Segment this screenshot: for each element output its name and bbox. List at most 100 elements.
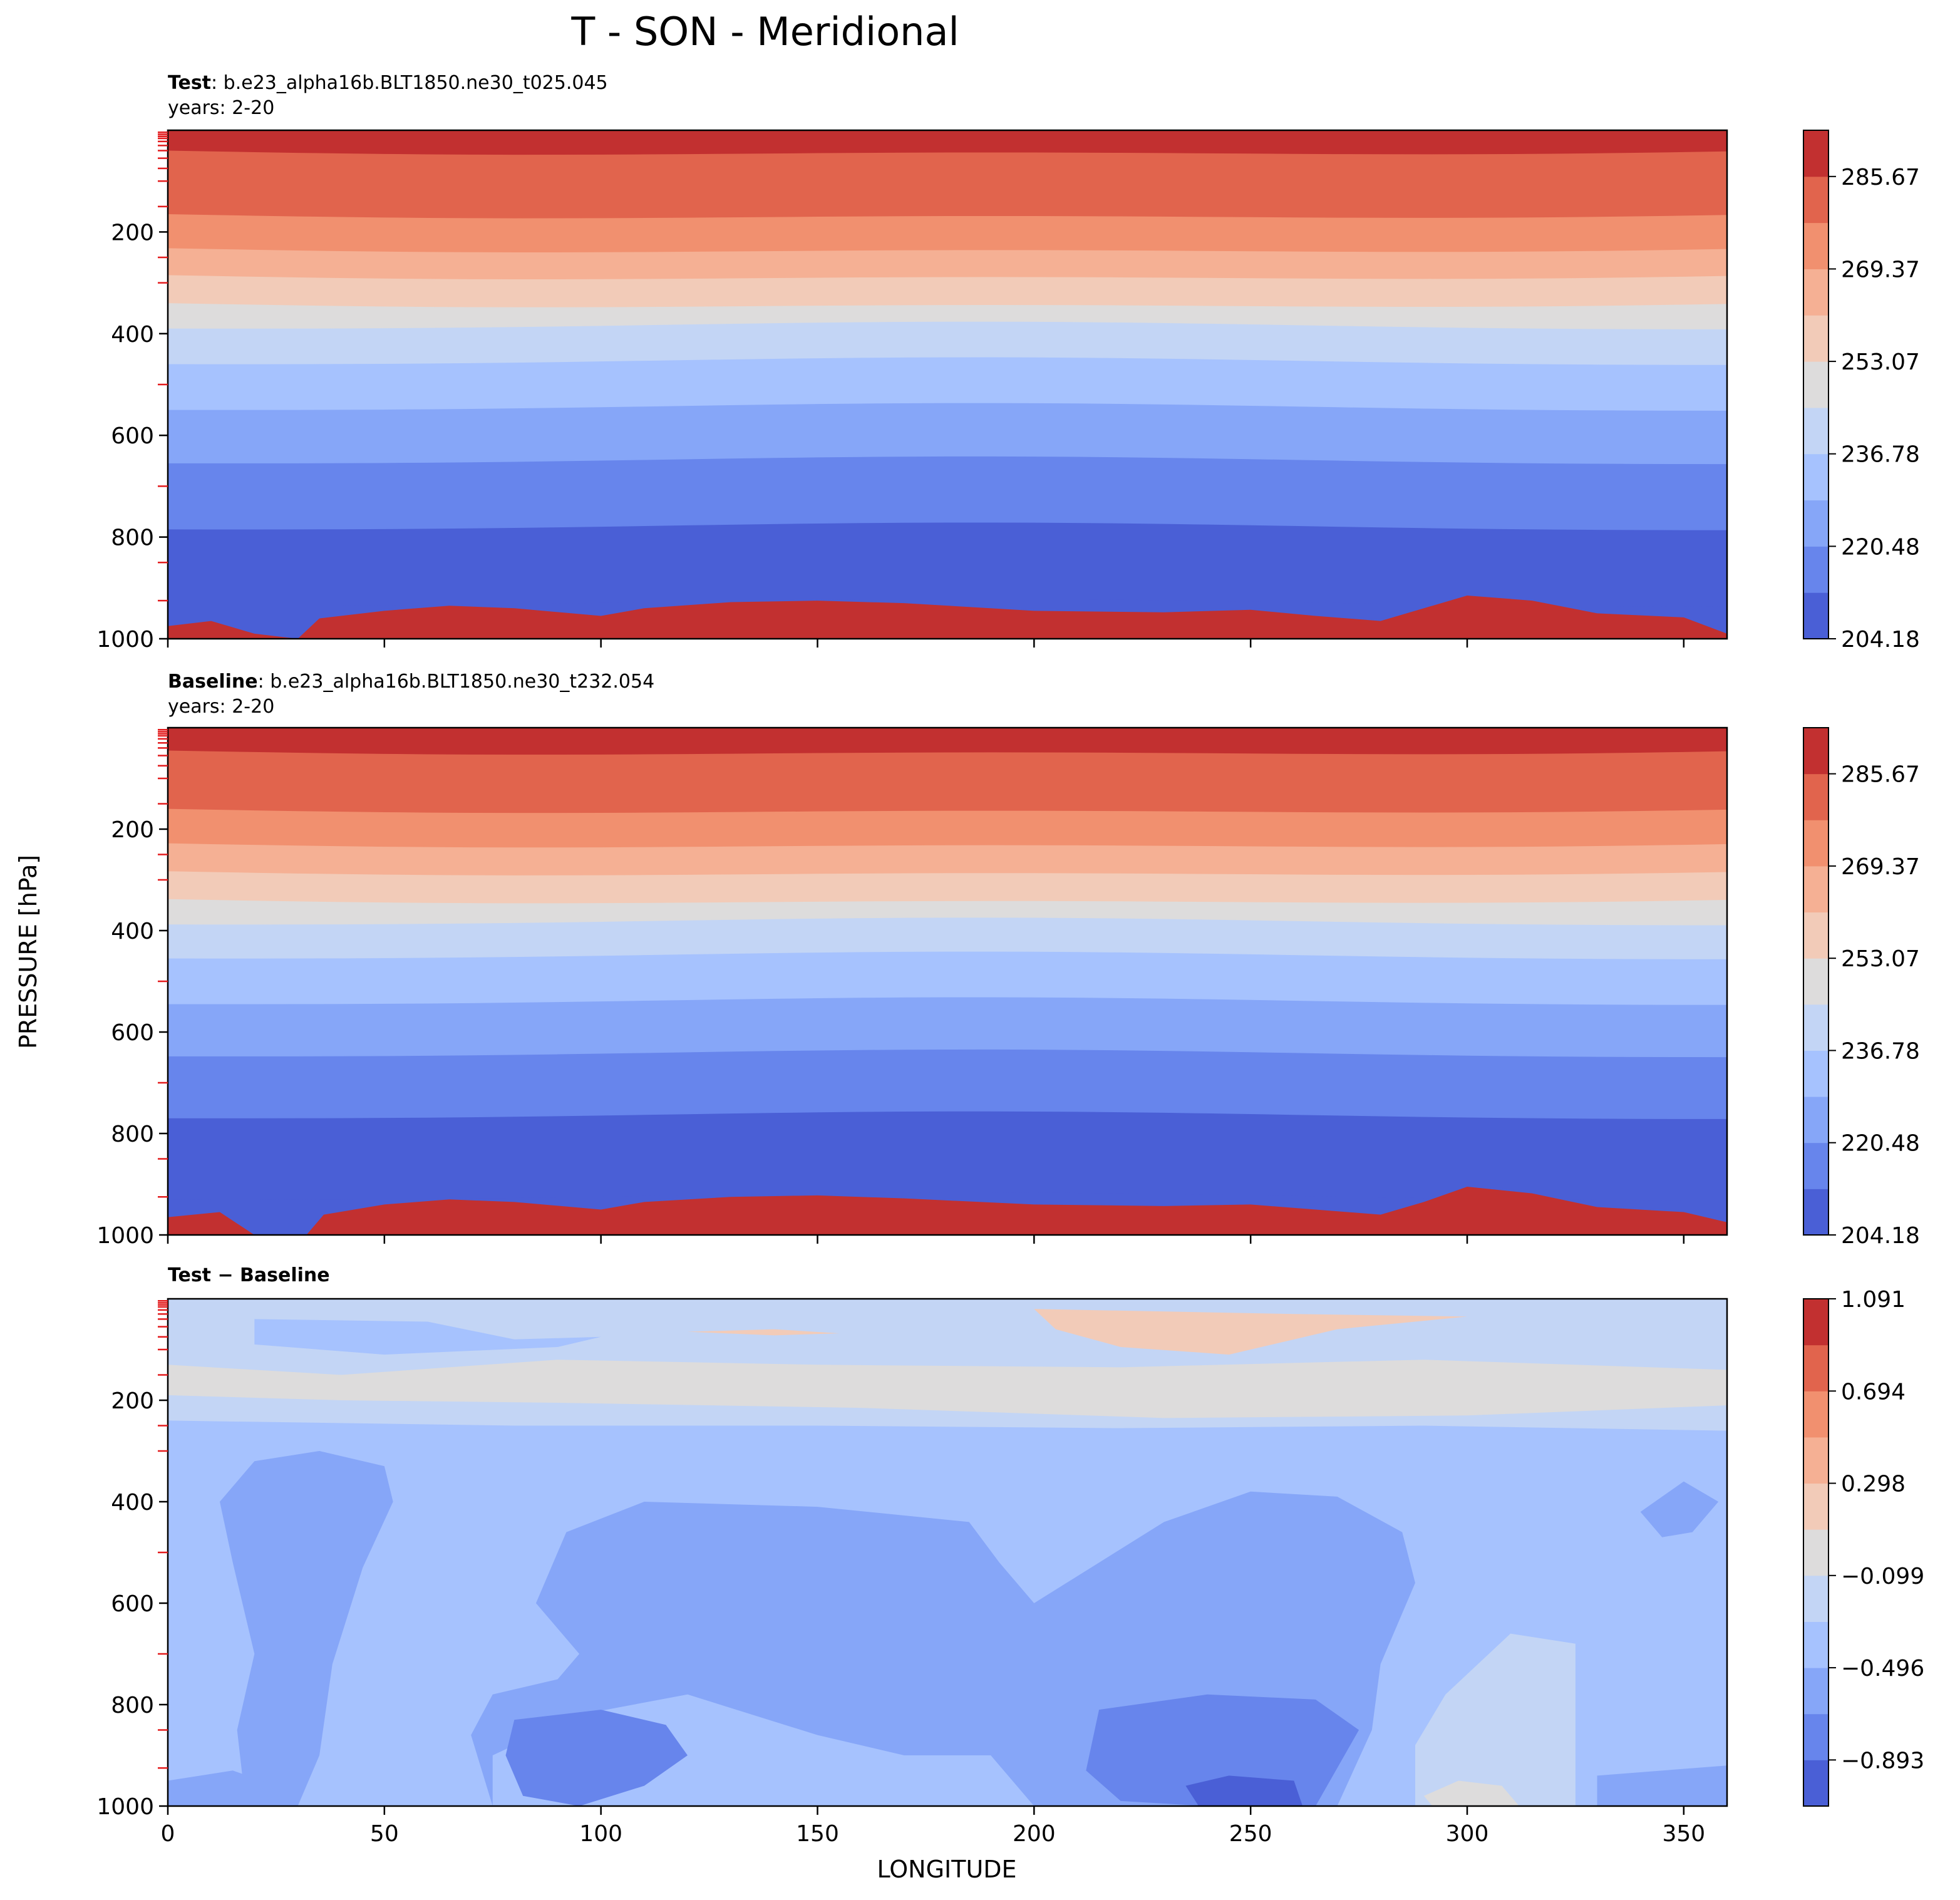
- panel-test-colorbar-label-2: 236.78: [1841, 442, 1920, 468]
- panel-difference-region-4: [254, 1319, 601, 1355]
- panel-baseline-ytick-label-4: 1000: [96, 1223, 154, 1249]
- panel-difference-region-5: [220, 1451, 393, 1806]
- panel-baseline-subtitle: years: 2-20: [168, 696, 274, 718]
- panel-difference-region-11: [1423, 1780, 1519, 1806]
- panel-baseline-colorbar-swatch-9: [1803, 773, 1828, 820]
- panel-test-colorbar-swatch-8: [1803, 222, 1828, 269]
- panel-test-surface-band: [168, 595, 1727, 639]
- panel-baseline-colorbar-swatch-7: [1803, 865, 1828, 913]
- panel-difference-ytick-label-1: 400: [111, 1490, 154, 1515]
- panel-test-colorbar-label-1: 220.48: [1841, 534, 1920, 560]
- panel-baseline-colorbar-label-1: 220.48: [1841, 1131, 1920, 1157]
- panel-baseline-colorbar-swatch-1: [1803, 1142, 1828, 1189]
- panel-difference-region-14: [168, 1770, 276, 1806]
- panel-baseline-colorbar-swatch-6: [1803, 912, 1828, 959]
- panel-difference-region-7: [1086, 1694, 1359, 1806]
- panel-baseline-colorbar: 204.18 220.48 236.78 253.07 269.37 285.67: [1803, 727, 1920, 1249]
- panel-difference-region-9: [1185, 1775, 1303, 1806]
- panel-baseline-surface-band: [168, 1187, 1727, 1235]
- panel-test-ytick-label-2: 600: [111, 423, 154, 449]
- panel-baseline-colorbar-swatch-5: [1803, 958, 1828, 1005]
- panel-baseline-colorbar-label-0: 204.18: [1841, 1223, 1920, 1249]
- panel-test-title-bold: Test: [168, 72, 211, 94]
- panel-difference-ytick-label-4: 1000: [96, 1794, 154, 1820]
- panel-baseline-colorbar-swatch-0: [1803, 1189, 1828, 1236]
- panel-test-colorbar-swatch-1: [1803, 546, 1828, 593]
- panel-baseline-field: [168, 728, 1727, 1235]
- panel-test-subtitle: years: 2-20: [168, 97, 274, 119]
- panel-difference-region-1: [168, 1360, 1727, 1418]
- figure-title: T - SON - Meridional: [570, 9, 959, 54]
- panel-difference-region-13: [1597, 1765, 1727, 1806]
- panel-difference-region-12: [1640, 1481, 1719, 1537]
- panel-test-colorbar-swatch-2: [1803, 500, 1828, 547]
- panel-difference-ytick-label-3: 800: [111, 1693, 154, 1718]
- panel-test-colorbar-swatch-10: [1803, 130, 1828, 177]
- panel-test-colorbar-label-0: 204.18: [1841, 627, 1920, 653]
- panel-test-field: [168, 130, 1727, 639]
- panel-test-plot: 200 400 600 800 1000: [96, 129, 1728, 653]
- panel-difference-colorbar-swatch-1: [1803, 1713, 1828, 1760]
- panel-test: Test: b.e23_alpha16b.BLT1850.ne30_t025.0…: [96, 72, 1920, 653]
- panel-baseline-colorbar-swatch-10: [1803, 728, 1828, 775]
- panel-difference-colorbar-swatch-8: [1803, 1391, 1828, 1438]
- panel-difference-colorbar: −0.893 −0.496 −0.099 0.298 0.694 1.091: [1803, 1287, 1924, 1807]
- panel-difference-xtick-label-2: 100: [579, 1821, 622, 1847]
- panel-test-colorbar-label-3: 253.07: [1841, 349, 1920, 375]
- panel-test-ytick-label-1: 400: [111, 322, 154, 348]
- panel-difference-colorbar-swatch-0: [1803, 1760, 1828, 1807]
- panel-difference-region-10: [1415, 1633, 1576, 1806]
- panel-baseline-ytick-label-3: 800: [111, 1122, 154, 1147]
- panel-difference-xtick-label-4: 200: [1013, 1821, 1056, 1847]
- panel-difference-colorbar-swatch-3: [1803, 1621, 1828, 1668]
- panel-difference-xtick-label-3: 150: [796, 1821, 839, 1847]
- panel-baseline-title: Baseline: b.e23_alpha16b.BLT1850.ne30_t2…: [168, 671, 654, 693]
- panel-difference-colorbar-swatch-4: [1803, 1575, 1828, 1622]
- panel-baseline-colorbar-label-2: 236.78: [1841, 1038, 1920, 1064]
- panel-baseline-colorbar-swatch-4: [1803, 1004, 1828, 1051]
- panel-difference-colorbar-label-4: 0.694: [1841, 1379, 1906, 1405]
- x-axis-label: LONGITUDE: [877, 1856, 1016, 1883]
- panel-difference-region-8: [505, 1710, 688, 1806]
- panel-difference-xtick-label-0: 0: [161, 1821, 175, 1847]
- panel-test-colorbar: 204.18 220.48 236.78 253.07 269.37 285.67: [1803, 130, 1920, 653]
- panel-difference-colorbar-swatch-5: [1803, 1529, 1828, 1576]
- panel-difference-colorbar-swatch-7: [1803, 1437, 1828, 1484]
- panel-difference-colorbar-label-0: −0.893: [1841, 1748, 1924, 1774]
- panel-test-ytick-label-3: 800: [111, 525, 154, 551]
- panel-difference-colorbar-label-5: 1.091: [1841, 1287, 1906, 1313]
- panel-baseline-ytick-label-1: 400: [111, 919, 154, 944]
- panel-difference-colorbar-swatch-6: [1803, 1483, 1828, 1530]
- panel-difference-xtick-label-5: 250: [1229, 1821, 1272, 1847]
- panel-baseline-colorbar-frame: [1803, 727, 1829, 1236]
- panel-baseline-colorbar-swatch-8: [1803, 820, 1828, 867]
- panel-test-colorbar-frame: [1803, 130, 1829, 639]
- panel-difference: Test − Baseline 200 400 600 800 1000 0 50 100 15…: [96, 1264, 1924, 1847]
- panel-test-ytick-label-0: 200: [111, 220, 154, 245]
- panel-difference-region-2: [1034, 1309, 1467, 1355]
- panel-test-colorbar-swatch-0: [1803, 592, 1828, 639]
- panel-difference-ytick-label-0: 200: [111, 1388, 154, 1414]
- panel-baseline-ytick-label-2: 600: [111, 1020, 154, 1046]
- panel-test-title: Test: b.e23_alpha16b.BLT1850.ne30_t025.0…: [168, 72, 608, 94]
- panel-baseline-ytick-label-0: 200: [111, 817, 154, 843]
- panel-difference-colorbar-swatch-9: [1803, 1345, 1828, 1391]
- panel-test-colorbar-label-4: 269.37: [1841, 257, 1920, 282]
- panel-difference-region-3: [688, 1329, 840, 1336]
- panel-difference-colorbar-label-3: 0.298: [1841, 1472, 1906, 1497]
- panel-baseline-colorbar-label-3: 253.07: [1841, 946, 1920, 972]
- panel-baseline-colorbar-label-5: 285.67: [1841, 762, 1920, 788]
- panel-difference-colorbar-label-2: −0.099: [1841, 1564, 1924, 1589]
- panel-baseline-colorbar-swatch-3: [1803, 1050, 1828, 1097]
- panel-difference-colorbar-frame: [1803, 1298, 1829, 1807]
- panel-baseline: Baseline: b.e23_alpha16b.BLT1850.ne30_t2…: [96, 671, 1920, 1249]
- panel-difference-xtick-label-1: 50: [370, 1821, 399, 1847]
- panel-test-colorbar-swatch-9: [1803, 176, 1828, 224]
- panel-difference-colorbar-swatch-2: [1803, 1668, 1828, 1715]
- panel-test-title-rest: : b.e23_alpha16b.BLT1850.ne30_t025.045: [211, 72, 608, 94]
- panel-test-colorbar-swatch-5: [1803, 361, 1828, 408]
- panel-test-colorbar-swatch-3: [1803, 453, 1828, 501]
- panel-difference-xtick-label-7: 350: [1662, 1821, 1705, 1847]
- panel-difference-field: [168, 1299, 1727, 1806]
